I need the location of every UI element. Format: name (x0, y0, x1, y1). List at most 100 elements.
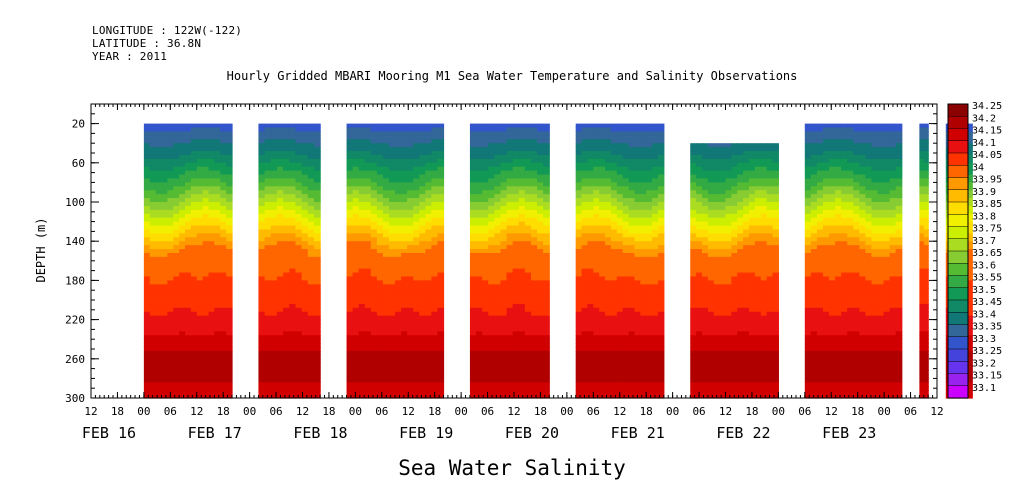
salinity-cell (581, 190, 589, 195)
salinity-cell (313, 151, 321, 156)
salinity-cell (167, 143, 174, 148)
salinity-cell (634, 335, 641, 340)
salinity-cell (226, 151, 233, 156)
salinity-cell (628, 249, 636, 254)
salinity-cell (610, 229, 618, 234)
salinity-cell (652, 307, 659, 313)
salinity-cell (657, 178, 665, 183)
salinity-cell (161, 307, 168, 313)
salinity-cell (419, 123, 426, 129)
salinity-cell (370, 350, 378, 356)
salinity-cell (289, 252, 297, 258)
salinity-cell (301, 272, 309, 278)
salinity-cell (270, 245, 278, 250)
salinity-cell (634, 382, 641, 387)
salinity-cell (634, 194, 641, 199)
salinity-cell (226, 143, 233, 148)
salinity-cell (196, 209, 204, 215)
salinity-cell (482, 394, 489, 399)
salinity-cell (593, 268, 600, 274)
salinity-cell (524, 166, 532, 172)
salinity-cell (295, 319, 303, 325)
salinity-cell (208, 323, 215, 329)
salinity-cell (264, 225, 272, 231)
salinity-cell (407, 323, 414, 329)
salinity-cell (537, 284, 544, 289)
salinity-cell (313, 209, 321, 215)
salinity-cell (628, 370, 636, 376)
salinity-cell (518, 135, 526, 140)
salinity-cell (640, 276, 647, 281)
salinity-cell (610, 202, 618, 207)
salinity-cell (524, 221, 532, 227)
salinity-cell (488, 311, 495, 317)
salinity-cell (149, 256, 157, 262)
salinity-cell (622, 303, 630, 309)
salinity-cell (190, 300, 198, 305)
salinity-cell (289, 205, 297, 211)
salinity-cell (143, 296, 151, 301)
salinity-cell (395, 131, 402, 136)
salinity-cell (500, 186, 508, 191)
salinity-cell (167, 272, 174, 278)
salinity-cell (628, 362, 636, 368)
salinity-cell (593, 190, 600, 195)
salinity-cell (149, 182, 157, 187)
salinity-cell (155, 190, 163, 195)
salinity-cell (313, 288, 321, 293)
salinity-cell (313, 390, 321, 395)
salinity-cell (313, 205, 321, 211)
salinity-cell (506, 158, 514, 164)
salinity-cell (346, 143, 354, 148)
salinity-cell (707, 178, 715, 183)
salinity-cell (537, 178, 544, 183)
salinity-cell (543, 362, 550, 368)
salinity-cell (173, 362, 180, 368)
salinity-cell (208, 174, 215, 180)
salinity-cell (264, 139, 272, 144)
salinity-cell (476, 237, 483, 242)
salinity-cell (634, 347, 641, 352)
salinity-cell (401, 303, 408, 309)
salinity-cell (401, 233, 408, 238)
salinity-cell (616, 300, 624, 305)
salinity-cell (646, 276, 653, 281)
salinity-cell (518, 256, 526, 262)
salinity-cell (149, 178, 157, 183)
salinity-cell (270, 143, 278, 148)
salinity-cell (407, 154, 414, 160)
salinity-cell (179, 241, 186, 246)
salinity-cell (500, 205, 508, 211)
salinity-cell (202, 162, 210, 168)
salinity-cell (376, 143, 384, 148)
salinity-cell (575, 260, 583, 266)
salinity-cell (388, 151, 396, 156)
salinity-cell (289, 229, 297, 234)
salinity-cell (469, 335, 477, 340)
salinity-cell (270, 202, 278, 207)
salinity-cell (295, 284, 303, 289)
salinity-cell (214, 221, 221, 227)
salinity-cell (518, 147, 526, 152)
salinity-cell (226, 158, 233, 164)
salinity-cell (593, 347, 600, 352)
salinity-cell (364, 292, 372, 297)
salinity-cell (469, 241, 477, 246)
salinity-cell (413, 358, 420, 364)
salinity-cell (143, 300, 151, 305)
salinity-cell (196, 307, 204, 313)
salinity-cell (301, 123, 309, 129)
salinity-cell (196, 178, 204, 183)
salinity-cell (149, 335, 157, 340)
salinity-cell (713, 154, 721, 160)
salinity-cell (161, 331, 168, 336)
salinity-cell (616, 186, 624, 191)
salinity-cell (155, 229, 163, 234)
salinity-cell (652, 252, 659, 258)
salinity-cell (270, 135, 278, 140)
salinity-cell (283, 213, 290, 219)
salinity-cell (657, 339, 665, 344)
salinity-cell (599, 205, 606, 211)
salinity-cell (593, 311, 600, 317)
salinity-cell (537, 158, 544, 164)
